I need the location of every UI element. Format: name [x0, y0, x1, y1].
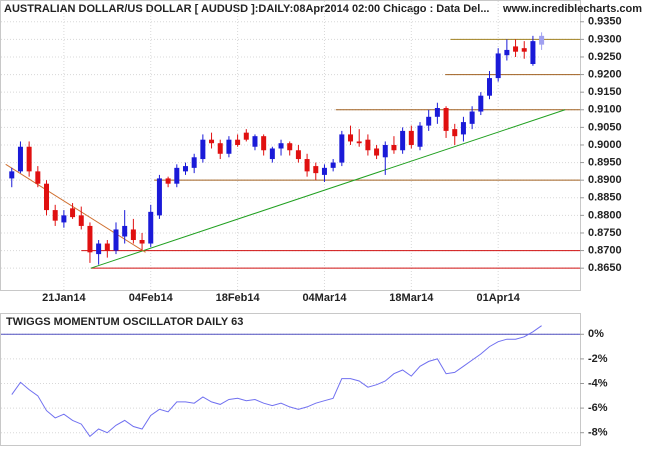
- candle-body: [469, 111, 475, 124]
- y-tick-label: 0.9250: [588, 51, 622, 63]
- candle-body: [122, 225, 128, 237]
- candle-body: [434, 108, 440, 117]
- candle-body: [61, 215, 67, 223]
- candle-body: [26, 146, 32, 172]
- candle-body: [165, 178, 171, 184]
- candle-body: [87, 225, 93, 253]
- x-tick-label: 18Feb14: [216, 292, 261, 304]
- candle-body: [504, 49, 510, 56]
- oscillator-panel: [0, 313, 581, 446]
- candle-body: [252, 136, 258, 147]
- oscillator-title: TWIGGS MOMENTUM OSCILLATOR DAILY 63: [6, 316, 243, 328]
- candle-body: [156, 178, 162, 216]
- y-tick-label: 0.9200: [588, 68, 622, 80]
- x-tick-label: 18Mar14: [389, 292, 434, 304]
- candle-body: [521, 48, 527, 52]
- candle-body: [70, 208, 76, 218]
- candle-body: [130, 229, 136, 241]
- candle-body: [182, 166, 188, 172]
- candle-body: [191, 157, 197, 168]
- candle-body: [52, 210, 58, 221]
- y-tick-label: 0.8800: [588, 209, 622, 221]
- x-tick-label: 04Feb14: [129, 292, 174, 304]
- trend-line: [5, 163, 146, 253]
- y-tick-label: 0.8950: [588, 156, 622, 168]
- chart-title: AUSTRALIAN DOLLAR/US DOLLAR [ AUDUSD ]:D…: [4, 3, 490, 15]
- candle-body: [443, 108, 449, 131]
- candle-body: [243, 132, 249, 140]
- y-tick-label: 0%: [588, 328, 604, 340]
- candle-body: [139, 240, 145, 244]
- candle-body: [330, 162, 336, 168]
- candle-body: [35, 171, 41, 184]
- candle-body: [104, 243, 110, 251]
- candle-body: [209, 139, 215, 144]
- candle-body: [478, 95, 484, 112]
- candle-body: [287, 143, 293, 151]
- x-tick-label: 21Jan14: [42, 292, 86, 304]
- candle-body: [539, 35, 545, 45]
- y-tick-label: -8%: [588, 427, 608, 439]
- y-tick-label: 0.9050: [588, 121, 622, 133]
- candle-body: [391, 144, 397, 151]
- candle-body: [365, 139, 371, 151]
- y-tick-label: 0.9150: [588, 86, 622, 98]
- candle-body: [339, 134, 345, 163]
- y-tick-label: 0.8850: [588, 192, 622, 204]
- x-tick-label: 04Mar14: [302, 292, 347, 304]
- candle-body: [348, 134, 354, 142]
- source: www.incrediblecharts.com: [502, 3, 642, 15]
- candle-body: [374, 148, 380, 156]
- candle-body: [113, 229, 119, 251]
- y-tick-label: -4%: [588, 377, 608, 389]
- candle-body: [321, 167, 327, 175]
- candle-body: [217, 143, 223, 154]
- candle-body: [235, 139, 241, 145]
- candle-body: [417, 125, 423, 147]
- candle-body: [426, 116, 432, 126]
- candle-body: [382, 144, 388, 158]
- y-tick-label: 0.9000: [588, 139, 622, 151]
- y-tick-label: 0.9300: [588, 33, 622, 45]
- trend-line: [90, 109, 566, 269]
- candle-body: [313, 166, 319, 174]
- candle-body: [148, 211, 154, 244]
- oscillator-line: [11, 325, 542, 438]
- candle-body: [460, 122, 466, 135]
- candle-body: [530, 41, 536, 65]
- candle-body: [452, 129, 458, 137]
- candle-body: [96, 243, 102, 255]
- candle-body: [269, 148, 275, 160]
- candle-body: [278, 143, 284, 149]
- candle-body: [261, 136, 267, 151]
- candle-body: [78, 215, 84, 226]
- candle-body: [513, 46, 519, 52]
- candle-body: [17, 146, 23, 172]
- candle-body: [9, 171, 15, 179]
- candle-body: [174, 167, 180, 184]
- y-tick-label: -2%: [588, 353, 608, 365]
- candle-body: [44, 183, 50, 211]
- y-tick-label: 0.8700: [588, 244, 622, 256]
- y-tick-label: 0.9350: [588, 16, 622, 28]
- y-tick-label: 0.8650: [588, 262, 622, 274]
- y-tick-label: -6%: [588, 402, 608, 414]
- y-tick-label: 0.8750: [588, 227, 622, 239]
- candle-body: [495, 53, 501, 79]
- y-tick-label: 0.8900: [588, 174, 622, 186]
- candle-body: [408, 130, 414, 145]
- x-tick-label: 01Apr14: [476, 292, 520, 304]
- candle-body: [400, 130, 406, 151]
- candle-body: [356, 141, 362, 144]
- y-tick-label: 0.9100: [588, 104, 622, 116]
- candle-body: [486, 78, 492, 96]
- candle-body: [304, 159, 310, 172]
- candle-body: [200, 139, 206, 160]
- candle-body: [226, 139, 232, 154]
- candle-body: [295, 150, 301, 160]
